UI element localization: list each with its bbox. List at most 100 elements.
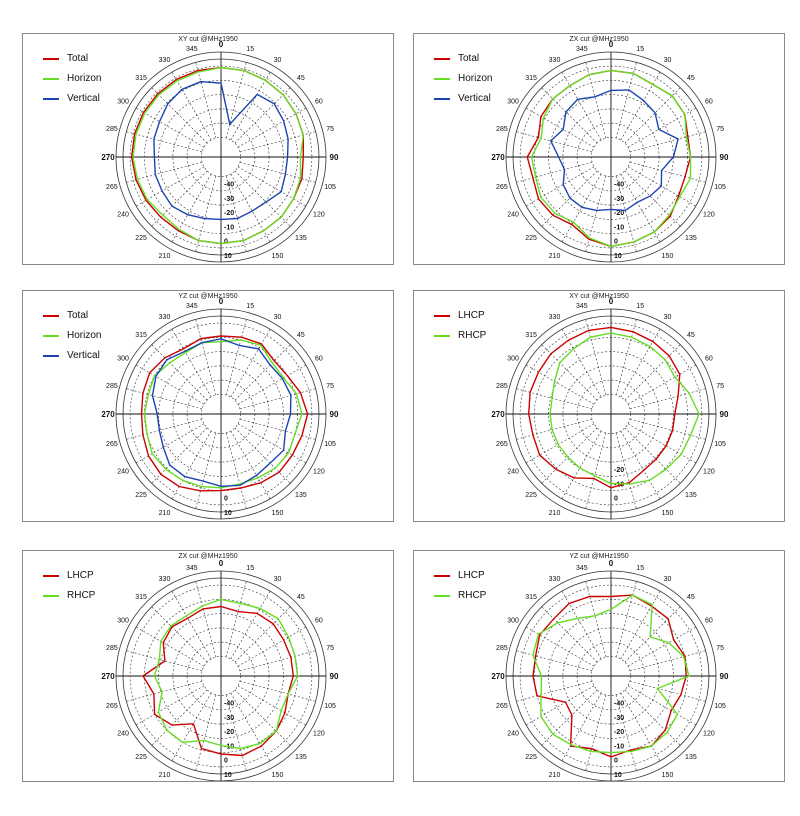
angle-tick-label: 330 — [159, 57, 171, 64]
angle-tick-label: 265 — [106, 441, 118, 448]
radial-tick-label: 10 — [614, 772, 622, 779]
angle-tick-label: 105 — [324, 703, 336, 710]
grid-spoke — [195, 432, 217, 509]
radial-tick-label: 0 — [224, 758, 228, 765]
angle-tick-label: 285 — [106, 645, 118, 652]
legend-item: Vertical — [33, 349, 101, 369]
angle-tick-label: 135 — [295, 235, 307, 242]
grid-spoke — [230, 71, 271, 141]
grid-spoke — [171, 590, 212, 660]
legend: LHCP RHCP — [424, 569, 486, 609]
series-line — [527, 326, 681, 489]
grid-spoke — [627, 423, 697, 464]
angle-tick-label: 300 — [117, 99, 129, 106]
polar-chart-yz-circular: YZ cut @MHz1950 LHCP RHCP 0 15 30 45 60 75 90 1… — [413, 550, 785, 782]
angle-tick-label: 120 — [313, 212, 325, 219]
angle-tick-label: 210 — [159, 510, 171, 517]
grid-spoke — [615, 581, 637, 658]
radial-tick-label: 10 — [224, 510, 232, 517]
angle-tick-label: 150 — [272, 253, 284, 260]
grid-spoke — [230, 692, 271, 762]
grid-spoke — [627, 626, 697, 667]
angle-tick-label: 135 — [685, 492, 697, 499]
angle-tick-label: 105 — [714, 703, 726, 710]
angle-tick-label: 135 — [685, 235, 697, 242]
grid-spoke — [126, 680, 203, 702]
grid-spoke — [615, 694, 637, 771]
angle-tick-label: 135 — [295, 492, 307, 499]
angle-tick-label: 285 — [496, 383, 508, 390]
polar-plot: 0153045607590105120135150165180195210225… — [101, 559, 339, 781]
grid-spoke — [135, 626, 205, 667]
grid-spoke — [561, 692, 602, 762]
chart-title: XY cut @MHz1950 — [569, 293, 629, 300]
grid-spoke — [615, 432, 637, 509]
polar-chart-yz-total: YZ cut @MHz1950 Total Horizon Vertical 0… — [22, 290, 394, 522]
angle-tick-label: 270 — [491, 153, 505, 162]
grid-spoke — [151, 344, 208, 401]
series-line — [526, 69, 692, 248]
angle-tick-label: 60 — [315, 99, 323, 106]
grid-spoke — [237, 423, 307, 464]
angle-tick-label: 285 — [106, 126, 118, 133]
grid-spoke — [585, 581, 607, 658]
polar-chart-zx-total: ZX cut @MHz1950 Total Horizon Vertical 0… — [413, 33, 785, 265]
grid-spoke — [195, 62, 217, 139]
grid-spoke — [237, 107, 307, 148]
grid-spoke — [615, 175, 637, 252]
polar-plot: 0153045607590105120135150165180195210225… — [491, 40, 729, 263]
angle-tick-label: 345 — [186, 303, 198, 310]
grid-spoke — [135, 423, 205, 464]
angle-tick-label: 135 — [295, 754, 307, 761]
grid-spoke — [620, 173, 661, 243]
angle-tick-label: 330 — [549, 314, 561, 321]
angle-tick-label: 330 — [549, 576, 561, 583]
angle-tick-label: 315 — [525, 594, 537, 601]
angle-tick-label: 210 — [159, 772, 171, 779]
radial-tick-label: -30 — [614, 196, 624, 203]
grid-spoke — [629, 680, 706, 702]
grid-spoke — [225, 581, 247, 658]
grid-spoke — [239, 161, 316, 183]
angle-tick-label: 90 — [720, 672, 729, 681]
angle-tick-label: 0 — [609, 40, 614, 49]
grid-spoke — [234, 344, 291, 401]
legend-item: Vertical — [33, 92, 101, 112]
grid-spoke — [629, 388, 706, 410]
angle-tick-label: 315 — [135, 332, 147, 339]
legend: Total Horizon Vertical — [33, 309, 101, 369]
angle-tick-label: 345 — [576, 46, 588, 53]
angle-tick-label: 45 — [297, 75, 305, 82]
grid-spoke — [541, 87, 598, 144]
angle-tick-label: 210 — [159, 253, 171, 260]
angle-tick-label: 150 — [662, 510, 674, 517]
angle-tick-label: 45 — [687, 332, 695, 339]
angle-tick-label: 15 — [636, 46, 644, 53]
radial-tick-label: -30 — [614, 715, 624, 722]
angle-tick-label: 30 — [664, 57, 672, 64]
angle-tick-label: 60 — [705, 99, 713, 106]
angle-tick-label: 315 — [135, 75, 147, 82]
angle-tick-label: 265 — [496, 703, 508, 710]
angle-tick-label: 225 — [525, 492, 537, 499]
radial-tick-label: 10 — [224, 253, 232, 260]
radial-tick-label: 0 — [614, 239, 618, 246]
angle-tick-label: 345 — [186, 46, 198, 53]
grid-spoke — [561, 430, 602, 500]
radial-tick-label: 0 — [614, 758, 618, 765]
angle-tick-label: 165 — [244, 264, 256, 265]
grid-spoke — [620, 430, 661, 500]
grid-spoke — [516, 418, 593, 440]
angle-tick-label: 225 — [135, 235, 147, 242]
radial-tick-label: -40 — [614, 701, 624, 708]
grid-spoke — [629, 650, 706, 672]
angle-tick-label: 315 — [135, 594, 147, 601]
angle-tick-label: 265 — [106, 703, 118, 710]
angle-tick-label: 285 — [496, 126, 508, 133]
angle-tick-label: 60 — [315, 618, 323, 625]
angle-tick-label: 150 — [272, 510, 284, 517]
grid-spoke — [541, 427, 598, 484]
polar-plot: 0153045607590105120135150165180195210225… — [491, 297, 729, 520]
angle-tick-label: 270 — [101, 672, 115, 681]
grid-spoke — [171, 71, 212, 141]
